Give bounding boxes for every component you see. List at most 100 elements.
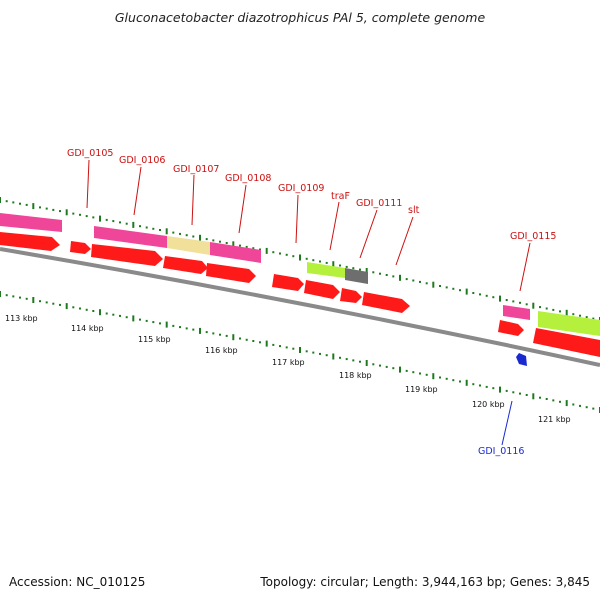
cds-arrow-2[interactable] bbox=[70, 241, 91, 254]
minor-tick bbox=[192, 328, 195, 331]
major-tick bbox=[432, 281, 435, 288]
cds-arrow-7[interactable] bbox=[304, 280, 340, 299]
cds-arrow-1[interactable] bbox=[0, 232, 60, 251]
minor-tick bbox=[79, 213, 81, 216]
gene-label[interactable]: GDI_0107 bbox=[173, 164, 219, 175]
minor-tick bbox=[59, 303, 61, 306]
major-tick bbox=[465, 288, 468, 295]
scale-label: 113 kbp bbox=[5, 314, 38, 323]
minor-tick bbox=[39, 300, 41, 303]
major-tick bbox=[99, 215, 101, 222]
minor-tick bbox=[92, 310, 95, 312]
major-tick bbox=[99, 309, 101, 316]
minor-tick bbox=[279, 345, 281, 348]
feature-bar-5[interactable] bbox=[307, 262, 345, 278]
gene-label[interactable]: GDI_0111 bbox=[356, 198, 402, 209]
minor-tick bbox=[5, 294, 8, 297]
major-tick bbox=[132, 221, 135, 228]
minor-tick bbox=[139, 318, 141, 321]
minor-tick bbox=[439, 285, 441, 287]
minor-tick bbox=[212, 239, 215, 242]
feature-bar-7[interactable] bbox=[503, 305, 530, 320]
minor-tick bbox=[352, 359, 355, 362]
minor-tick bbox=[579, 404, 581, 407]
cds-arrow-5[interactable] bbox=[206, 263, 256, 283]
feature-bar-4[interactable] bbox=[210, 242, 261, 263]
feature-bar-8[interactable] bbox=[538, 311, 600, 336]
major-tick bbox=[265, 247, 268, 254]
cds-arrow-6[interactable] bbox=[272, 274, 304, 291]
major-tick bbox=[332, 353, 335, 360]
leader-line bbox=[295, 194, 299, 244]
scale-label: 120 kbp bbox=[472, 400, 505, 409]
cds-arrow-11[interactable] bbox=[533, 328, 600, 357]
minor-tick bbox=[379, 364, 381, 367]
feature-bar-2[interactable] bbox=[94, 226, 167, 248]
minor-tick bbox=[225, 242, 228, 244]
major-tick bbox=[165, 321, 168, 328]
major-tick bbox=[232, 334, 235, 341]
minor-tick bbox=[119, 314, 121, 317]
minor-tick bbox=[572, 313, 575, 316]
feature-bar-6[interactable] bbox=[345, 268, 368, 284]
cds-arrow-3[interactable] bbox=[91, 244, 163, 266]
minor-tick bbox=[85, 308, 88, 311]
leader-line bbox=[501, 400, 513, 446]
major-tick bbox=[132, 315, 135, 322]
gene-label[interactable]: slt bbox=[408, 205, 420, 216]
minor-tick bbox=[245, 338, 248, 341]
minor-tick bbox=[305, 350, 308, 353]
upper-tick-row bbox=[0, 197, 600, 323]
minor-tick bbox=[285, 253, 288, 256]
cds-arrow-9[interactable] bbox=[362, 292, 410, 313]
cds-arrow-4[interactable] bbox=[163, 256, 208, 274]
feature-bar-1[interactable] bbox=[0, 213, 62, 232]
minor-tick bbox=[112, 313, 115, 316]
minor-tick bbox=[385, 365, 388, 368]
minor-tick bbox=[419, 280, 421, 283]
gene-label[interactable]: GDI_0106 bbox=[119, 155, 165, 166]
major-tick bbox=[399, 366, 401, 373]
minor-tick bbox=[285, 346, 288, 349]
minor-tick bbox=[205, 238, 208, 241]
gene-label[interactable]: GDI_0109 bbox=[278, 183, 324, 194]
feature-bar-3[interactable] bbox=[167, 236, 210, 255]
cds-arrow-8[interactable] bbox=[340, 288, 362, 303]
major-tick bbox=[0, 291, 1, 297]
major-tick bbox=[532, 393, 535, 400]
gene-label[interactable]: GDI_0108 bbox=[225, 173, 271, 184]
minor-tick bbox=[159, 322, 161, 325]
minor-tick bbox=[459, 380, 461, 383]
minor-tick bbox=[319, 260, 321, 263]
gene-label[interactable]: GDI_0115 bbox=[510, 231, 556, 242]
minor-tick bbox=[485, 385, 488, 388]
cds-arrow-12[interactable] bbox=[516, 353, 527, 366]
minor-tick bbox=[505, 299, 508, 301]
gene-label[interactable]: GDI_0105 bbox=[67, 148, 113, 159]
minor-tick bbox=[19, 202, 21, 205]
gene-leaders bbox=[86, 159, 531, 446]
cds-arrow-10[interactable] bbox=[498, 320, 524, 336]
minor-tick bbox=[392, 275, 395, 278]
gene-label[interactable]: traF bbox=[331, 191, 350, 202]
minor-tick bbox=[492, 387, 495, 390]
minor-tick bbox=[25, 203, 28, 206]
minor-tick bbox=[585, 316, 588, 319]
minor-tick bbox=[552, 399, 555, 402]
minor-tick bbox=[559, 400, 561, 403]
minor-tick bbox=[545, 307, 548, 310]
minor-tick bbox=[359, 360, 361, 363]
minor-tick bbox=[472, 383, 475, 386]
minor-tick bbox=[479, 384, 481, 387]
minor-tick bbox=[525, 303, 528, 306]
minor-tick bbox=[259, 248, 261, 251]
minor-tick bbox=[172, 324, 175, 327]
minor-tick bbox=[345, 265, 348, 268]
minor-tick bbox=[125, 316, 128, 319]
major-tick bbox=[565, 400, 568, 407]
gene-label[interactable]: GDI_0116 bbox=[478, 446, 524, 457]
minor-tick bbox=[25, 297, 28, 300]
minor-tick bbox=[79, 307, 81, 310]
minor-tick bbox=[5, 200, 8, 203]
major-tick bbox=[32, 203, 35, 210]
